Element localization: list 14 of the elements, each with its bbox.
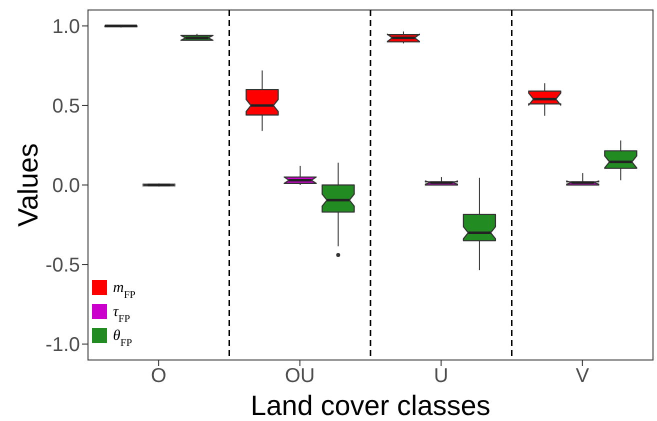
x-tick-label: O [150, 365, 166, 388]
legend-label: m$_{FP}$ [113, 280, 136, 300]
y-tick-label: -1.0 [46, 334, 80, 356]
x-axis-title: Land cover classes [250, 390, 490, 421]
legend-label: θ$_{FP}$ [113, 328, 132, 348]
x-tick-label: V [576, 365, 590, 388]
x-tick-label: U [434, 365, 448, 388]
y-tick-label: 1.0 [52, 16, 80, 38]
y-tick-label: -0.5 [46, 254, 80, 277]
y-tick-label: 0.5 [52, 96, 80, 118]
y-tick-label: 0.0 [52, 175, 80, 198]
x-tick-label: OU [284, 365, 315, 388]
y-axis-title: Values [12, 143, 44, 227]
legend-label: τ$_{FP}$ [113, 304, 130, 324]
